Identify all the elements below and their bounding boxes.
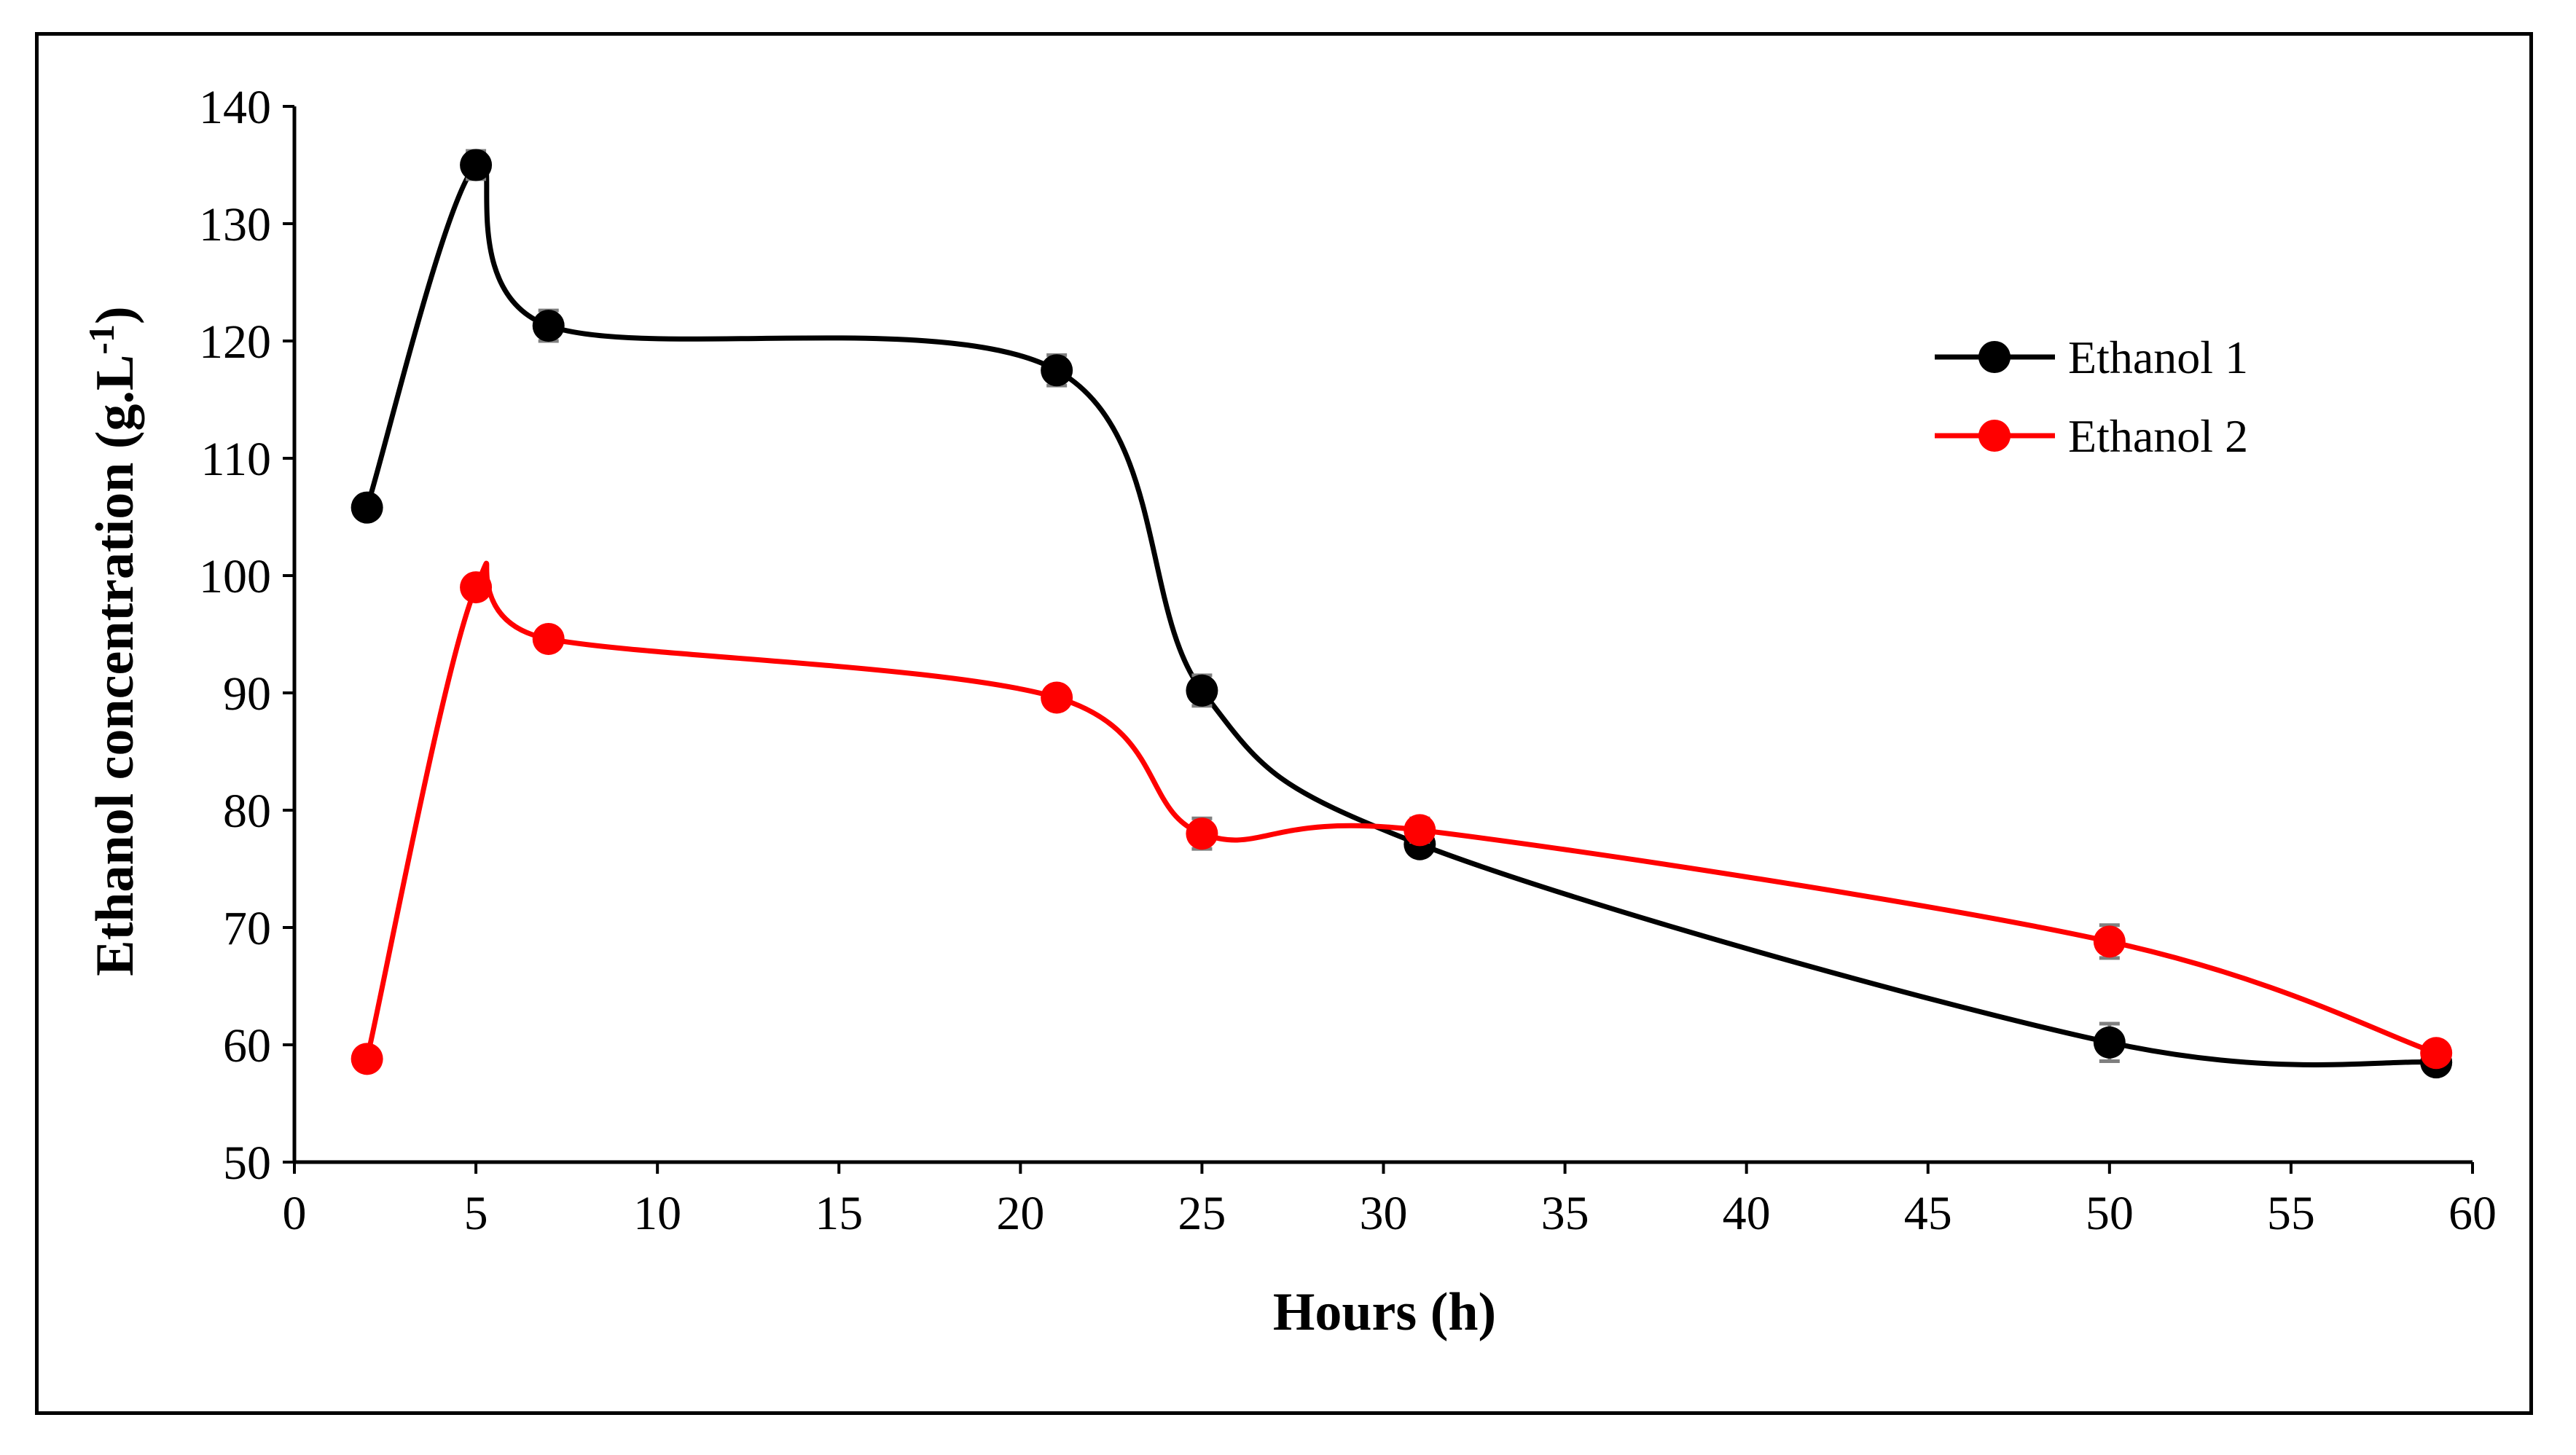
data-point	[1041, 681, 1073, 714]
data-point	[532, 310, 565, 342]
y-axis-title: Ethanol concentration (g.L-1)	[81, 306, 145, 976]
data-point	[1041, 354, 1073, 387]
x-tick-label: 10	[633, 1187, 681, 1240]
y-axis-title-close: )	[85, 306, 145, 324]
x-tick-label: 30	[1360, 1187, 1408, 1240]
legend-marker	[1978, 341, 2011, 373]
series-line	[364, 560, 2438, 1060]
y-tick-label: 140	[199, 81, 271, 134]
y-tick-label: 110	[200, 433, 271, 486]
data-point	[2093, 1026, 2126, 1059]
legend: Ethanol 1 Ethanol 2	[1935, 332, 2248, 462]
x-tick-label: 55	[2267, 1187, 2315, 1240]
data-point	[2420, 1037, 2453, 1070]
series-layer	[351, 149, 2453, 1079]
y-tick-label: 90	[223, 667, 271, 721]
y-tick-label: 100	[199, 550, 271, 603]
x-tick-label: 20	[996, 1187, 1044, 1240]
y-tick-label: 130	[199, 198, 271, 251]
x-axis-title: Hours (h)	[1273, 1282, 1496, 1342]
x-tick-label: 35	[1541, 1187, 1589, 1240]
series-line	[364, 158, 2437, 1067]
legend-marker	[1978, 420, 2011, 452]
axes	[292, 106, 2473, 1164]
x-tick-label: 25	[1178, 1187, 1226, 1240]
data-point	[532, 622, 565, 655]
y-tick-label: 80	[223, 785, 271, 838]
x-tick-label: 45	[1904, 1187, 1952, 1240]
data-point	[1186, 817, 1218, 850]
legend-label: Ethanol 1	[2068, 332, 2248, 383]
data-point	[2093, 925, 2126, 958]
y-tick-label: 70	[223, 902, 271, 955]
y-axis-title-sup: -1	[81, 324, 122, 355]
series-2	[351, 560, 2453, 1075]
data-point	[351, 1043, 383, 1075]
y-tick-label: 50	[223, 1137, 271, 1190]
x-tick-labels: 0 5 10 15 20 25 30 35 40 45 50 55 60	[283, 1162, 2497, 1240]
x-tick-label: 40	[1723, 1187, 1771, 1240]
legend-item: Ethanol 2	[1935, 410, 2248, 462]
data-point	[460, 571, 493, 604]
chart-frame	[35, 32, 2533, 1415]
data-point	[351, 491, 383, 524]
x-tick-label: 50	[2086, 1187, 2134, 1240]
x-tick-label: 5	[464, 1187, 488, 1240]
y-axis-title-main: Ethanol concentration (g.L	[85, 355, 145, 976]
y-tick-labels: 50 60 70 80 90 100 110 120 130 140	[199, 81, 294, 1190]
x-tick-label: 60	[2448, 1187, 2497, 1240]
data-point	[460, 149, 493, 181]
x-tick-label: 0	[283, 1187, 307, 1240]
y-tick-label: 60	[223, 1019, 271, 1072]
series-1	[351, 149, 2453, 1079]
x-tick-label: 15	[815, 1187, 863, 1240]
data-point	[1404, 814, 1436, 847]
y-tick-label: 120	[199, 315, 271, 369]
data-point	[1186, 674, 1218, 707]
legend-label: Ethanol 2	[2068, 410, 2248, 462]
legend-item: Ethanol 1	[1935, 332, 2248, 383]
